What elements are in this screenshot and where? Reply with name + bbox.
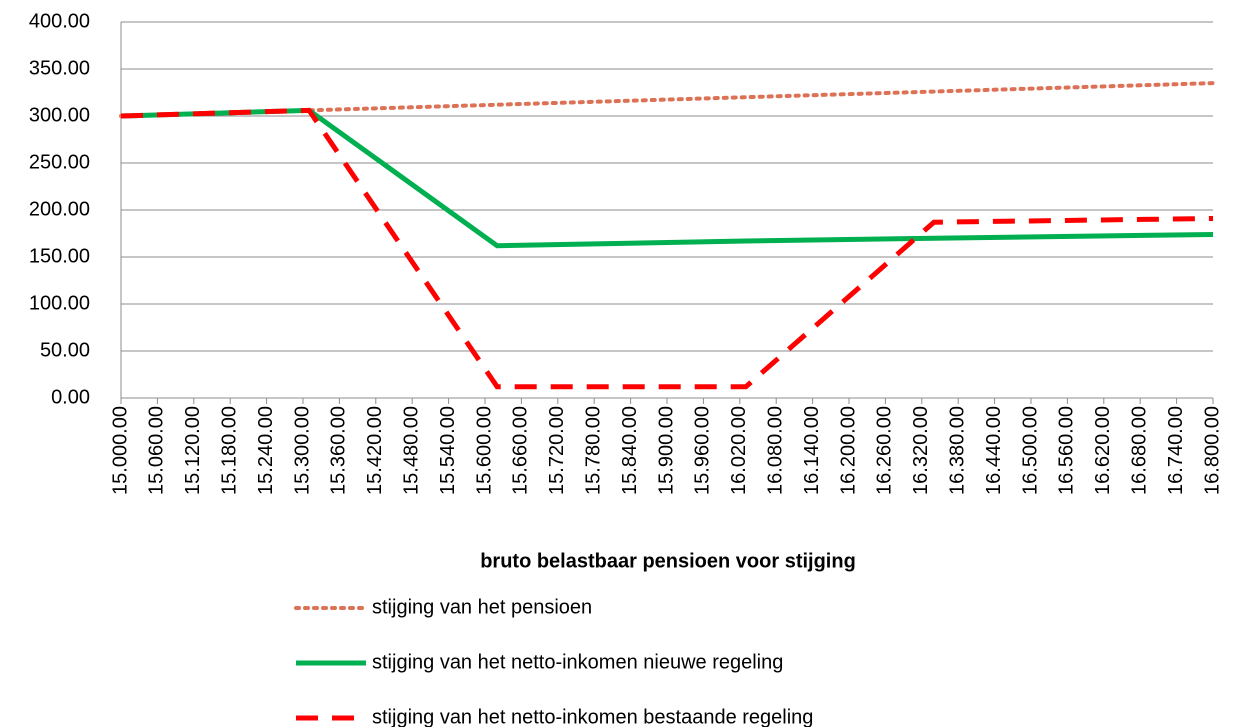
y-tick-label: 0.00 [51, 386, 90, 408]
x-tick-label: 15.600.00 [473, 406, 495, 495]
x-tick-label: 16.260.00 [874, 406, 896, 495]
x-tick-label: 15.120.00 [182, 406, 204, 495]
y-tick-label: 400.00 [29, 10, 90, 32]
x-tick-label: 15.960.00 [692, 406, 714, 495]
x-tick-label: 15.840.00 [619, 406, 641, 495]
x-tick-label: 16.500.00 [1019, 406, 1041, 495]
x-tick-label: 15.240.00 [255, 406, 277, 495]
x-tick-label: 15.300.00 [291, 406, 313, 495]
x-tick-label: 16.380.00 [946, 406, 968, 495]
x-tick-label: 16.680.00 [1128, 406, 1150, 495]
y-tick-label: 250.00 [29, 151, 90, 173]
x-tick-label: 16.080.00 [764, 406, 786, 495]
series-line [120, 107, 1214, 390]
x-tick-label: 15.540.00 [437, 406, 459, 495]
y-tick-label: 350.00 [29, 57, 90, 79]
x-tick-label: 16.020.00 [728, 406, 750, 495]
x-tick-label: 15.060.00 [146, 406, 168, 495]
x-tick-label: 16.560.00 [1056, 406, 1078, 495]
x-tick-label: 16.200.00 [837, 406, 859, 495]
x-axis-title: bruto belastbaar pensioen voor stijging [480, 550, 856, 572]
x-tick-label: 16.440.00 [983, 406, 1005, 495]
x-tick-label: 15.660.00 [510, 406, 532, 495]
y-tick-label: 150.00 [29, 245, 90, 267]
legend-label: stijging van het pensioen [372, 596, 592, 618]
y-tick-label: 100.00 [29, 292, 90, 314]
legend-label: stijging van het netto-inkomen bestaande… [372, 706, 813, 727]
x-tick-label: 15.420.00 [364, 406, 386, 495]
x-tick-label: 15.480.00 [400, 406, 422, 495]
y-tick-label: 200.00 [29, 198, 90, 220]
x-tick-label: 15.000.00 [109, 406, 131, 495]
y-tick-label: 300.00 [29, 104, 90, 126]
x-tick-label: 16.740.00 [1165, 406, 1187, 495]
legend-label: stijging van het netto-inkomen nieuwe re… [372, 651, 783, 673]
x-tick-label: 15.780.00 [582, 406, 604, 495]
x-tick-label: 16.140.00 [801, 406, 823, 495]
series-line [120, 107, 1214, 249]
x-tick-label: 16.320.00 [910, 406, 932, 495]
x-tick-label: 15.360.00 [328, 406, 350, 495]
x-tick-label: 16.620.00 [1092, 406, 1114, 495]
x-tick-label: 15.900.00 [655, 406, 677, 495]
x-tick-label: 16.800.00 [1201, 406, 1223, 495]
x-tick-label: 15.720.00 [546, 406, 568, 495]
x-tick-label: 15.180.00 [218, 406, 240, 495]
y-tick-label: 50.00 [40, 339, 90, 361]
